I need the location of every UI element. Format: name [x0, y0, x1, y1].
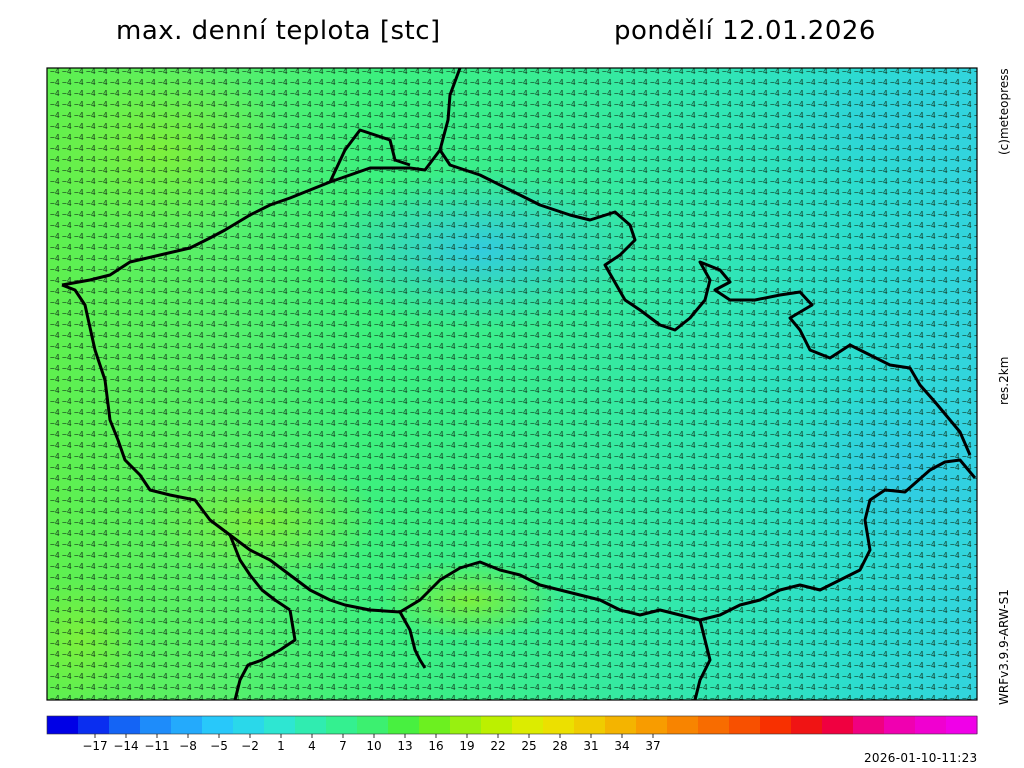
- legend-color-swatch: [822, 716, 854, 734]
- border-line-north: [61, 67, 462, 287]
- legend-tick-label: 13: [397, 739, 412, 753]
- legend-color-swatch: [450, 716, 482, 734]
- legend-color-swatch: [853, 716, 885, 734]
- legend-color-swatch: [233, 716, 265, 734]
- legend-color-swatch: [884, 716, 916, 734]
- legend-color-swatch: [512, 716, 544, 734]
- legend-tick-label: −11: [144, 739, 169, 753]
- legend-color-swatch: [946, 716, 978, 734]
- legend-color-swatch: [729, 716, 761, 734]
- border-line-inner: [328, 128, 411, 183]
- legend-color-swatch: [171, 716, 203, 734]
- legend-tick-label: 34: [614, 739, 629, 753]
- legend-color-swatch: [574, 716, 606, 734]
- legend-color-swatch: [636, 716, 668, 734]
- legend-tick-label: 28: [552, 739, 567, 753]
- border-line-southeast: [693, 619, 712, 701]
- legend-color-swatch: [326, 716, 358, 734]
- legend-tick-label: 4: [308, 739, 316, 753]
- legend-color-swatch: [481, 716, 513, 734]
- map-title: max. denní teplota [stc]: [116, 16, 441, 46]
- legend-tick-label: −8: [179, 739, 197, 753]
- legend-color-swatch: [388, 716, 420, 734]
- legend-tick-label: −5: [210, 739, 228, 753]
- legend-color-swatch: [78, 716, 110, 734]
- legend-tick-label: −2: [241, 739, 259, 753]
- map-frame: [46, 67, 978, 701]
- legend-tick-label: 19: [459, 739, 474, 753]
- color-legend-bar: [46, 715, 978, 735]
- legend-color-swatch: [419, 716, 451, 734]
- color-legend-ticks: [94, 734, 654, 738]
- legend-tick-label: 16: [428, 739, 443, 753]
- country-borders: [61, 67, 977, 701]
- legend-color-swatch: [791, 716, 823, 734]
- legend-color-swatch: [760, 716, 792, 734]
- legend-tick-label: 25: [521, 739, 536, 753]
- forecast-date: pondělí 12.01.2026: [614, 16, 876, 46]
- legend-color-swatch: [202, 716, 234, 734]
- legend-color-swatch: [295, 716, 327, 734]
- border-line-northeast: [438, 149, 972, 456]
- legend-tick-label: −14: [113, 739, 138, 753]
- legend-color-swatch: [264, 716, 296, 734]
- border-line-south: [233, 609, 297, 701]
- border-line-west: [228, 534, 291, 612]
- legend-tick-label: 37: [645, 739, 660, 753]
- border-line-main: [61, 283, 977, 622]
- legend-color-swatch: [543, 716, 575, 734]
- legend-color-swatch: [698, 716, 730, 734]
- legend-tick-label: 22: [490, 739, 505, 753]
- legend-tick-label: −17: [82, 739, 107, 753]
- legend-tick-label: 10: [366, 739, 381, 753]
- legend-color-swatch: [605, 716, 637, 734]
- legend-tick-label: 1: [277, 739, 285, 753]
- border-line-south2: [398, 611, 427, 669]
- color-legend-labels: −17 −14 −11 −8 −5 −2 1 4 7 10 13 16 19 22 25 28 31 34 37: [82, 739, 660, 753]
- temperature-field: [47, 68, 977, 700]
- legend-tick-label: 7: [339, 739, 347, 753]
- legend-color-swatch: [140, 716, 172, 734]
- legend-color-swatch: [915, 716, 947, 734]
- run-timestamp: 2026-01-10-11:23: [864, 751, 978, 765]
- legend-outline: [46, 715, 978, 735]
- legend-tick-label: 31: [583, 739, 598, 753]
- legend-color-swatch: [47, 716, 79, 734]
- legend-color-swatch: [357, 716, 389, 734]
- legend-color-swatch: [109, 716, 141, 734]
- legend-color-swatch: [667, 716, 699, 734]
